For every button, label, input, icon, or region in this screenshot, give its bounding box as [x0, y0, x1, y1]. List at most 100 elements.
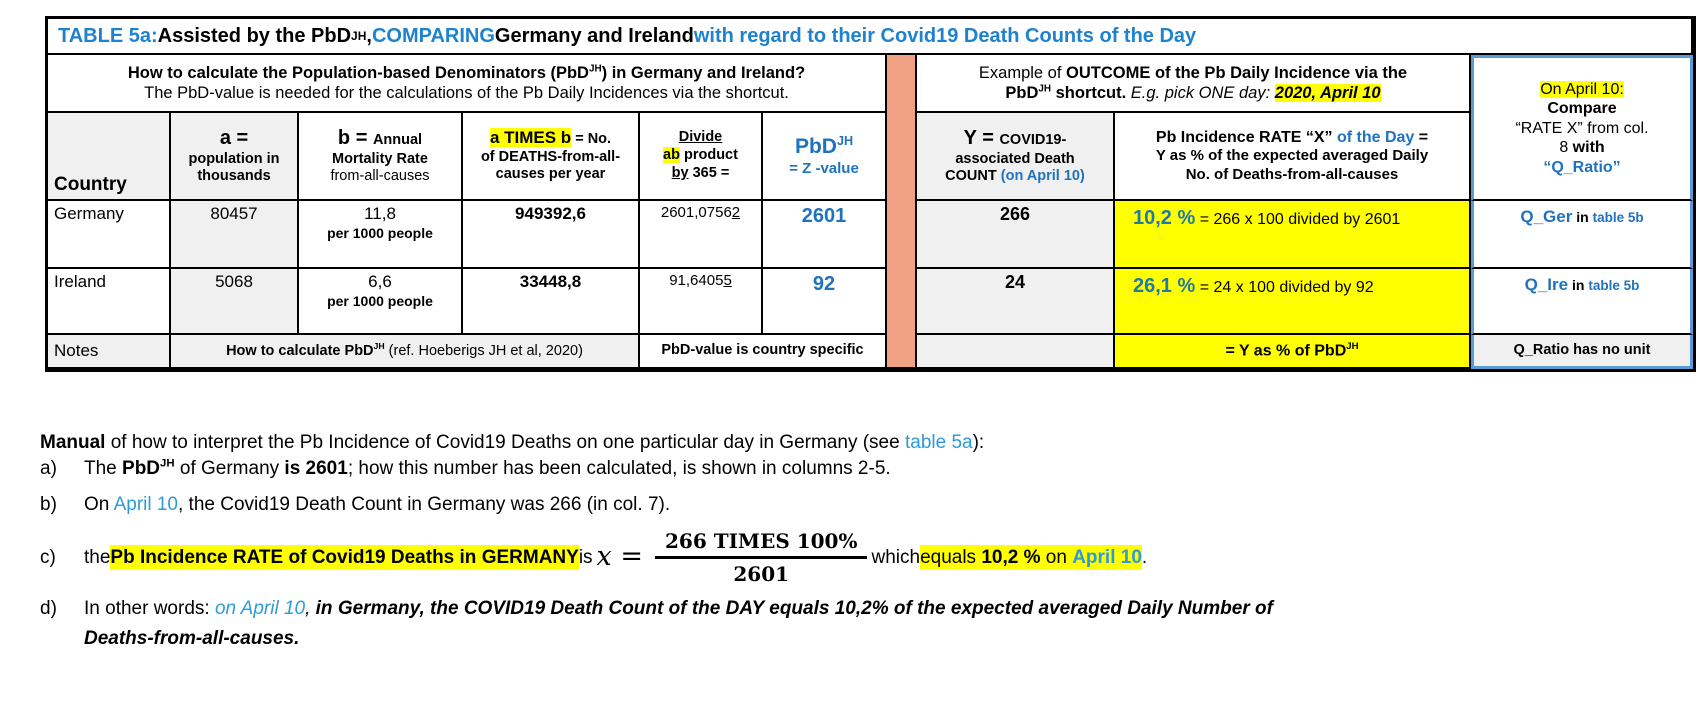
item-a-pbd: PbD [122, 457, 161, 479]
separator-band [887, 55, 917, 369]
item-a-label: a) [40, 457, 57, 479]
b-annual: Annual [372, 132, 423, 149]
notes-yaspct-superscript: JH [1346, 341, 1359, 353]
ireland-rate-calc: = 24 x 100 divided by 92 [1195, 279, 1374, 296]
compare-date-highlight: On April 10: [1540, 80, 1624, 98]
item-b-text2: , the Covid19 Death Count in Germany was… [178, 494, 671, 516]
item-d-second-line: Deaths-from-all-causes. [84, 627, 300, 649]
germany-division-main: 2601,0756 [660, 204, 732, 221]
title-countries: Germany and Ireland [494, 24, 694, 47]
ab-line2: of DEATHS-from-all- [480, 148, 621, 165]
cell-ireland-rate: 26,1 % = 24 x 100 divided by 92 [1115, 269, 1471, 335]
compare-col8: 8 [1559, 139, 1573, 157]
divide-ab-highlight: ab [663, 147, 680, 164]
item-c-april10-link: April 10 [1072, 546, 1142, 568]
table-title: TABLE 5a: Assisted by the PbD JH, COMPARI… [48, 19, 1693, 55]
title-superscript: JH [351, 28, 367, 43]
fraction-denominator: 2601 [733, 561, 790, 586]
a-line2: population in [188, 150, 280, 167]
title-comparing: COMPARING [371, 24, 495, 47]
item-c-period: . [1141, 546, 1148, 568]
divide-label: Divide [678, 129, 723, 146]
item-a-is2601: is 2601 [284, 457, 348, 479]
manual-intro: Manual of how to interpret the Pb Incide… [40, 430, 1680, 456]
table-5a: TABLE 5a: Assisted by the PbD JH, COMPARI… [45, 16, 1696, 372]
title-text: , [366, 24, 372, 47]
compare-qratio: “Q_Ratio” [1543, 158, 1621, 176]
example-text: Example of [978, 63, 1067, 82]
a-line3: thousands [197, 168, 271, 185]
y-on-april: (on April 10) [1000, 168, 1085, 185]
ireland-q-in: in [1568, 277, 1589, 293]
column-header-b: b = Annual Mortality Rate from-all-cause… [299, 113, 463, 201]
notes-howto-superscript: JH [373, 341, 385, 352]
item-d-bold-italic: in Germany, the COVID19 Death Count of t… [315, 597, 1273, 619]
b-equals: b = [337, 127, 373, 150]
cell-ireland-deaths-per-year: 33448,8 [463, 269, 640, 335]
column-header-a: a = population in thousands [171, 113, 299, 201]
rate-line3: No. of Deaths-from-all-causes [1185, 165, 1399, 183]
notes-label-cell: Notes [48, 335, 171, 369]
y-line2: associated Death [955, 150, 1075, 167]
ab-rest: = No. [571, 130, 612, 147]
b-line2: Mortality Rate [332, 150, 428, 167]
cell-ireland-division: 91,64055 [640, 269, 763, 335]
pbd-label: PbD [794, 135, 837, 159]
howto-line1: How to calculate the Population-based De… [127, 63, 589, 82]
howto-line1b: ) in Germany and Ireland? [601, 63, 806, 82]
manual-intro-text: of how to interpret the Pb Incidence of … [105, 432, 905, 453]
compare-label: Compare [1547, 100, 1617, 118]
y-equals: Y = [963, 127, 1000, 150]
item-d-comma: , [305, 597, 316, 619]
item-c-percent: 10,2 % [981, 546, 1041, 568]
item-a-superscript: JH [160, 457, 175, 470]
ireland-division-main: 91,6405 [669, 272, 724, 289]
item-d-label: d) [40, 597, 57, 619]
column-header-rate: Pb Incidence RATE “X” of the Day = Y as … [1115, 113, 1471, 201]
item-d-text1: In other words: [84, 597, 215, 619]
cell-ireland-population: 5068 [171, 269, 299, 335]
notes-howto-bold: How to calculate PbD [226, 343, 374, 360]
rate-of-the-day: of the Day [1336, 128, 1415, 146]
compare-with: with [1572, 139, 1605, 157]
ab-highlight: a TIMES b [489, 127, 572, 147]
notes-howto-ref: (ref. Hoeberigs JH et al, 2020) [384, 343, 583, 360]
germany-q-in: in [1572, 209, 1593, 225]
example-header: Example of OUTCOME of the Pb Daily Incid… [917, 55, 1471, 113]
column-header-country: Country [48, 113, 171, 201]
table-title-label: TABLE 5a: [58, 24, 158, 47]
compare-column-header: On April 10: Compare “RATE X” from col. … [1471, 55, 1693, 201]
country-header-label: Country [54, 173, 127, 195]
ireland-q-label: Q_Ire [1524, 275, 1569, 294]
howto-header: How to calculate the Population-based De… [48, 55, 887, 113]
y-covid: COVID19- [999, 132, 1067, 149]
fraction-numerator: 266 TIMES 100% [654, 529, 868, 559]
cell-ireland-death-count: 24 [917, 269, 1115, 335]
compare-rate-text: “RATE X” from col. [1515, 119, 1649, 137]
item-c-math-x: x = [596, 541, 643, 573]
item-c-the: the [84, 546, 111, 568]
item-d-april10-link: on April 10 [214, 597, 306, 619]
cell-ireland-q: Q_Ire in table 5b [1471, 269, 1693, 335]
example-pbd: PbD [1005, 84, 1039, 102]
manual-intro-end: ): [972, 432, 985, 453]
item-b-text1: On [84, 494, 114, 516]
b-line3: from-all-causes [330, 168, 430, 185]
table-5a-link: table 5a [904, 432, 973, 453]
cell-ireland-pbd: 92 [763, 269, 887, 335]
item-a-text3: ; how this number has been calculated, i… [347, 457, 891, 479]
item-c-which: which [871, 546, 921, 568]
column-header-y: Y = COVID19- associated Death COUNT (on … [917, 113, 1115, 201]
ireland-q-table-ref: table 5b [1588, 278, 1640, 293]
cell-germany-rate: 10,2 % = 266 x 100 divided by 2601 [1115, 201, 1471, 269]
title-text: Assisted by the PbD [157, 24, 352, 47]
item-c-on: on [1040, 546, 1073, 568]
item-c-label: c) [40, 546, 56, 568]
example-superscript: JH [1038, 83, 1052, 95]
item-c-is: is [578, 546, 593, 568]
notes-qratio-cell: Q_Ratio has no unit [1471, 335, 1693, 369]
example-pick: E.g. pick ONE day: [1130, 84, 1275, 102]
ab-line3: causes per year [495, 166, 606, 183]
manual-item-a: a) The PbDJH of Germany is 2601; how thi… [40, 456, 1680, 482]
notes-country-specific-cell: PbD-value is country specific [640, 335, 887, 369]
